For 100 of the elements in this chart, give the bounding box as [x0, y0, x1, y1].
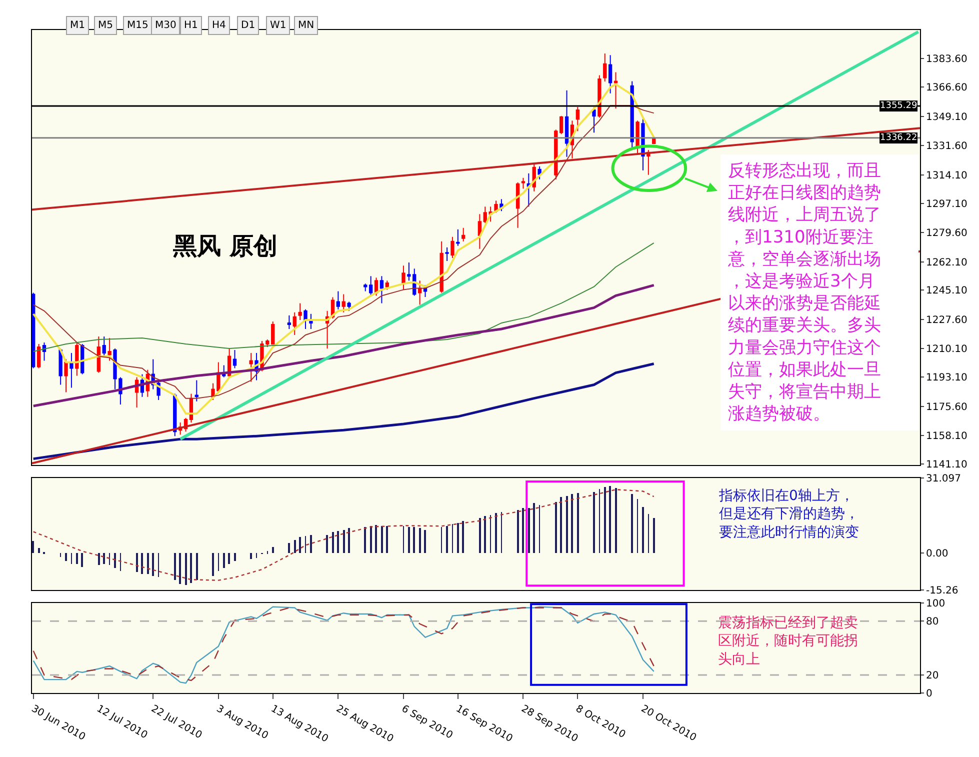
bar — [631, 494, 633, 553]
bar — [555, 502, 557, 553]
candlestick — [96, 336, 101, 374]
candlestick — [336, 290, 340, 310]
y-tick-label: 1349.10 — [926, 112, 968, 123]
candlestick — [564, 90, 569, 158]
bar — [479, 518, 481, 553]
y-tick-label: 1245.10 — [926, 286, 968, 297]
y-tick-label: 20 — [926, 670, 939, 682]
bar — [571, 494, 573, 553]
candlestick — [636, 120, 640, 154]
bar — [408, 526, 410, 553]
bar — [310, 534, 312, 553]
bar — [462, 520, 464, 553]
candlestick — [603, 53, 607, 82]
candlestick — [516, 182, 520, 228]
ref-line-label: 1336.22 — [880, 133, 918, 143]
bar — [348, 528, 350, 553]
bar — [337, 530, 339, 553]
line-series — [32, 488, 654, 581]
bar — [560, 496, 562, 553]
bar — [522, 508, 524, 553]
candlestick — [614, 72, 618, 110]
y-tick-label: 80 — [926, 616, 939, 628]
candlestick — [478, 214, 482, 250]
bar — [141, 552, 143, 574]
bar — [196, 552, 198, 580]
bar — [152, 552, 154, 576]
candlestick — [380, 276, 384, 304]
bar — [615, 488, 617, 553]
bar — [103, 552, 105, 564]
bar — [375, 524, 377, 553]
annotation: D1 — [241, 20, 256, 31]
candlestick — [526, 172, 531, 208]
y-tick-label: 100 — [926, 598, 946, 610]
bar — [114, 552, 116, 568]
bar — [326, 534, 328, 553]
candlestick — [36, 344, 41, 369]
candlestick — [450, 236, 454, 258]
y-tick-label: 1314.10 — [926, 170, 968, 182]
bar — [484, 516, 486, 553]
y-tick-label: 1227.60 — [926, 314, 968, 326]
candlestick — [440, 240, 444, 294]
candlestick — [445, 246, 449, 262]
y-tick-label: 1158.10 — [926, 431, 968, 442]
candlestick — [521, 177, 526, 190]
candlestick — [368, 276, 373, 296]
bar — [65, 552, 67, 561]
bar — [223, 552, 225, 568]
bar — [294, 540, 296, 553]
bar — [566, 496, 568, 553]
y-tick-label: 1175.60 — [926, 402, 968, 413]
y-tick-label: 0 — [926, 688, 932, 700]
annotation: H4 — [212, 20, 226, 31]
candlestick — [402, 265, 406, 290]
y-tick-label: 1331.60 — [926, 141, 968, 152]
y-tick-label: 1279.60 — [926, 228, 968, 240]
bar — [364, 526, 366, 553]
bar — [446, 526, 448, 553]
bar — [386, 526, 388, 553]
y-tick-label: 1210.10 — [926, 344, 968, 356]
bar — [419, 528, 421, 553]
candlestick — [194, 380, 198, 402]
candlestick — [64, 358, 68, 393]
bar — [609, 486, 611, 553]
bar — [288, 542, 290, 553]
candlestick — [271, 320, 275, 345]
candlestick — [576, 106, 580, 132]
bar — [593, 492, 595, 553]
bar — [424, 530, 426, 553]
bar — [332, 532, 334, 553]
candlestick — [32, 292, 36, 369]
bar — [147, 552, 149, 574]
annotation: H1 — [184, 20, 198, 31]
y-tick-label: 0.00 — [926, 548, 948, 560]
bar — [495, 512, 497, 553]
y-tick-label: 1193.10 — [926, 372, 968, 384]
bar — [457, 522, 459, 553]
bar — [228, 552, 230, 564]
y-tick-label: 1262.10 — [926, 257, 968, 268]
candlestick — [462, 227, 466, 242]
annotation: 震荡指标已经到了超卖区附近，随时有可能拐头向上 — [718, 615, 858, 668]
bar — [370, 526, 372, 553]
candlestick — [249, 352, 253, 382]
bar — [604, 486, 606, 553]
bar — [533, 502, 535, 553]
annotation: M30 — [155, 20, 176, 31]
bar — [76, 552, 78, 564]
y-tick-label: 31.097 — [926, 473, 961, 484]
bar — [381, 526, 383, 553]
bar — [234, 552, 236, 561]
candlestick — [70, 352, 74, 388]
annotation: M1 — [70, 20, 85, 31]
candlestick — [292, 312, 296, 336]
candlestick — [309, 313, 313, 330]
candlestick — [364, 283, 368, 292]
bar — [174, 552, 176, 580]
bar — [272, 546, 274, 553]
bar — [642, 506, 644, 553]
bar — [179, 552, 181, 584]
